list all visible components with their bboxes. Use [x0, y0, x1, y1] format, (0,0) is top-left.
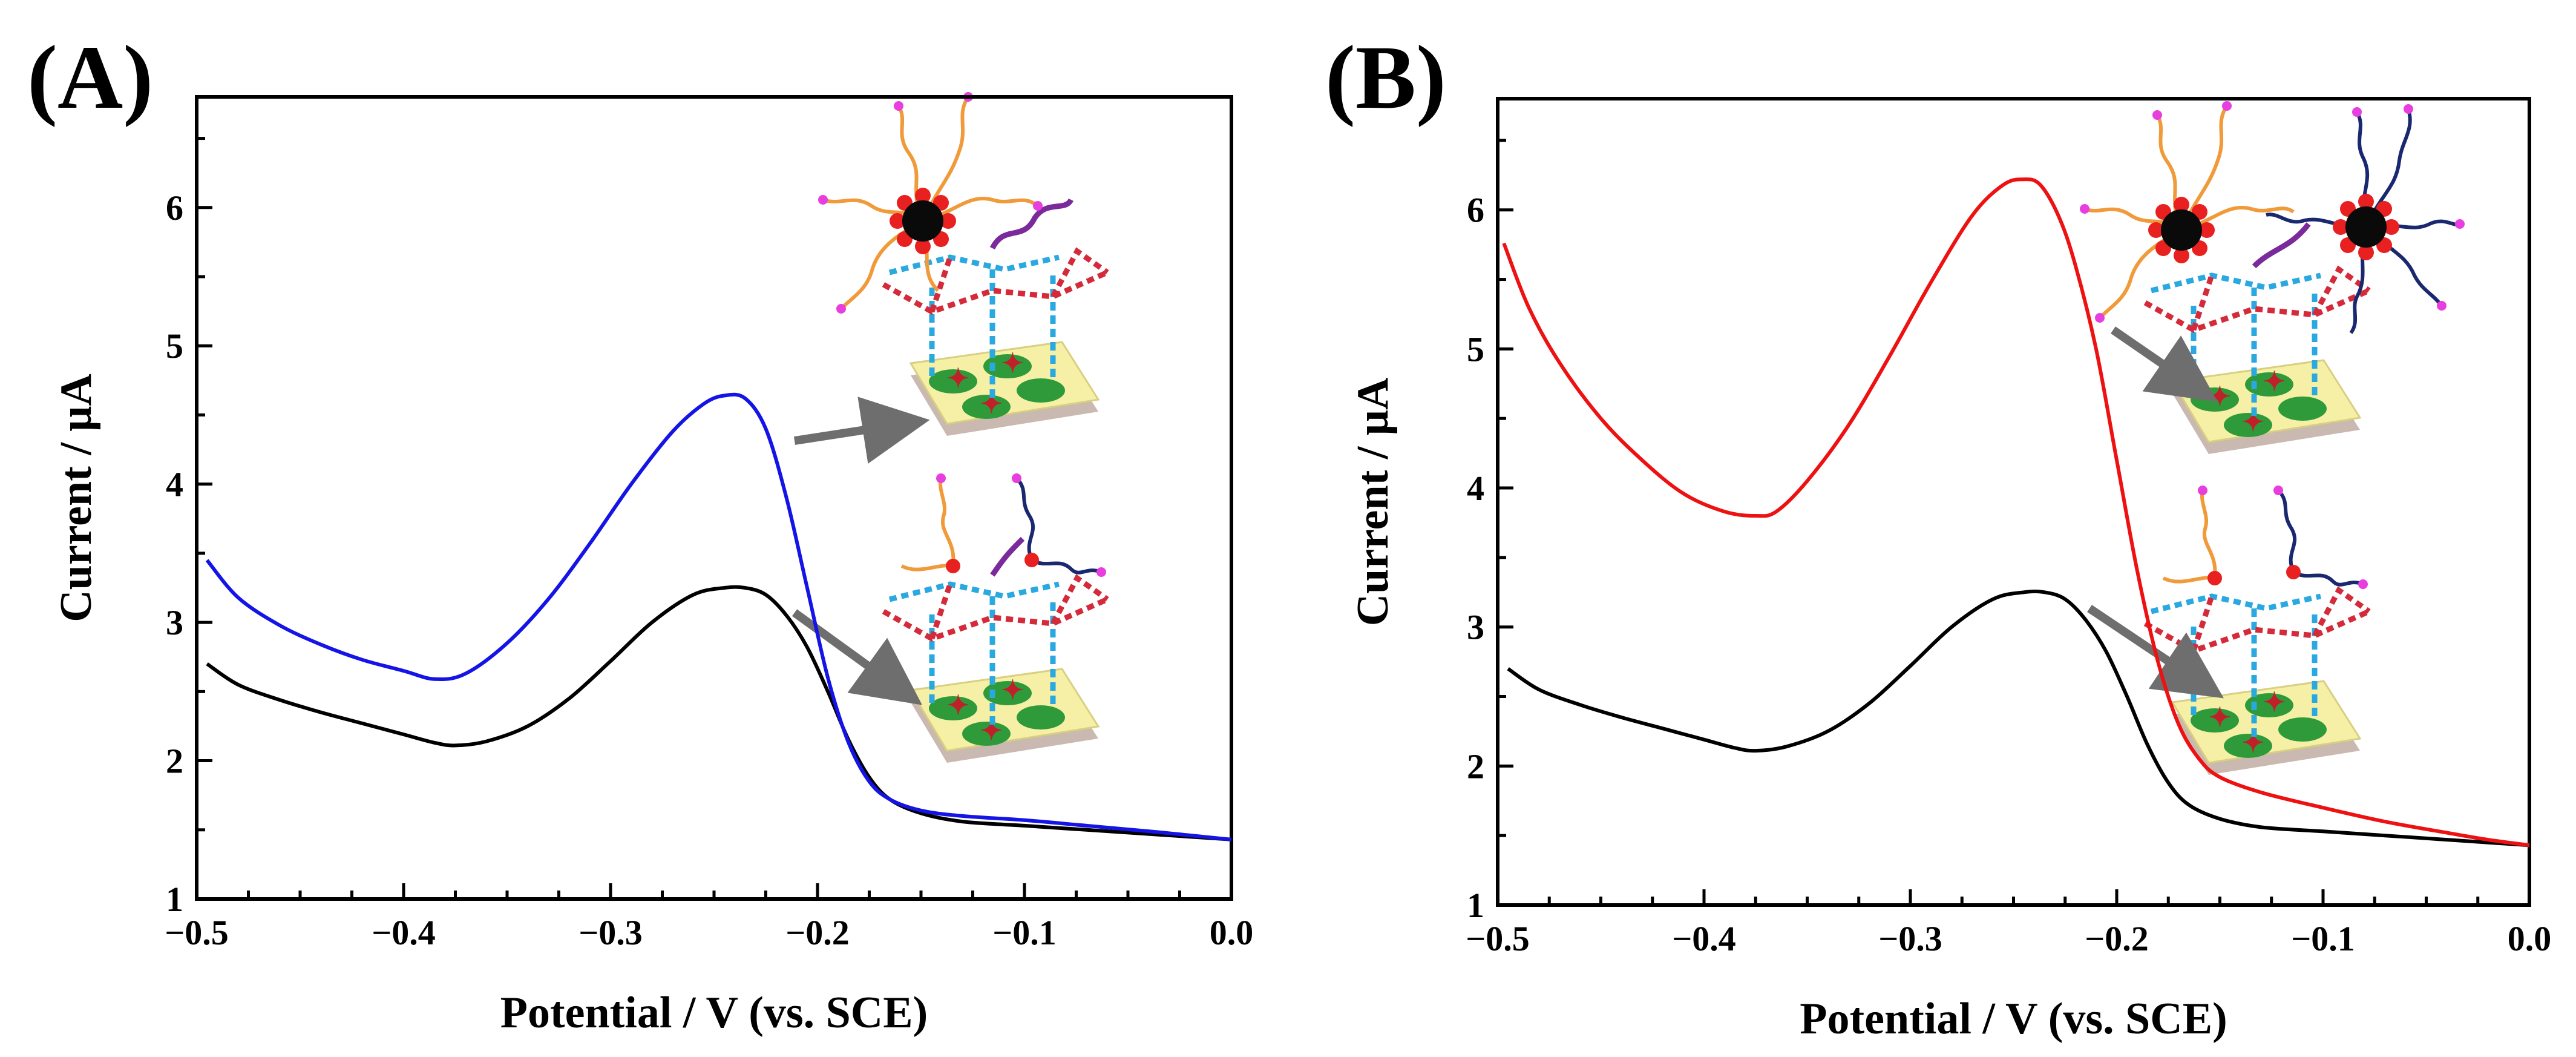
x-tick-label: −0.2	[2085, 919, 2149, 958]
chart-b: −0.5 −0.4 −0.3 −0.2 −0.1 0.0 1 2 3 4 5 6 Potential /…	[1348, 97, 2552, 1044]
x-axis-title: Potential / V (vs. SCE)	[500, 988, 928, 1038]
arrow-to-upper-curve	[2111, 326, 2218, 402]
series-line-red	[1502, 177, 2530, 848]
y-tick-label: 2	[166, 742, 183, 781]
y-tick-label: 2	[1467, 746, 1484, 786]
panel-a-lower-illustration: ✦ ✦ ✦	[882, 473, 1109, 763]
dna-tetrahedron	[882, 536, 1109, 729]
nanoparticle-probe-navy	[2266, 104, 2465, 334]
electrode-substrate: ✦ ✦ ✦	[909, 668, 1100, 763]
svg-text:✦: ✦	[2209, 703, 2231, 733]
x-axis-title: Potential / V (vs. SCE)	[1800, 994, 2227, 1044]
y-tick-label: 4	[1467, 469, 1484, 508]
panel-b-upper-illustration: ✦ ✦ ✦	[2080, 101, 2465, 454]
x-tick-label: −0.5	[1466, 919, 1530, 958]
svg-text:✦: ✦	[2263, 367, 2286, 397]
x-tick-label: −0.1	[2291, 919, 2355, 958]
x-tick-label: −0.1	[992, 913, 1057, 952]
electrode-substrate: ✦ ✦ ✦	[909, 341, 1100, 436]
dna-tetrahedron	[882, 198, 1109, 403]
x-tick-label: −0.5	[165, 913, 229, 952]
x-tick-label: −0.4	[372, 913, 436, 952]
svg-text:✦: ✦	[947, 691, 969, 720]
x-tick-label: −0.4	[1672, 919, 1736, 958]
svg-text:✦: ✦	[2209, 382, 2231, 412]
panel-b: (B) ✦ ✦ ✦	[1325, 27, 2551, 1044]
y-tick-label: 1	[1467, 886, 1484, 925]
y-tick-label: 3	[166, 603, 183, 642]
probe-strands	[900, 473, 1106, 577]
chart-a: −0.5 −0.4 −0.3 −0.2 −0.1 0.0 1 2 3 4 5 6 Potential /…	[51, 95, 1254, 1038]
y-tick-label: 5	[166, 326, 183, 366]
y-tick-label: 6	[1467, 191, 1484, 230]
panel-b-lower-illustration: ✦ ✦ ✦	[2143, 486, 2371, 775]
series-line-black	[1507, 589, 2530, 848]
panel-a: (A) ✦ ✦ ✦	[27, 27, 1253, 1038]
svg-text:✦: ✦	[1001, 676, 1024, 705]
plot-frame	[195, 95, 1233, 901]
panel-b-label: (B)	[1325, 27, 1446, 128]
electrode-substrate: ✦ ✦ ✦	[2171, 359, 2362, 454]
arrow-to-lower-curve	[2087, 605, 2224, 699]
y-axis-title: Current / μA	[1348, 378, 1398, 627]
panel-a-label: (A)	[27, 27, 153, 128]
x-tick-label: −0.3	[1878, 919, 1942, 958]
panel-a-upper-illustration: ✦ ✦ ✦	[818, 92, 1109, 436]
x-tick-label: 0.0	[1210, 913, 1254, 952]
y-tick-label: 4	[166, 465, 183, 504]
y-axis-title: Current / μA	[51, 374, 101, 622]
nanoparticle-probe	[818, 92, 1043, 314]
dna-tetrahedron	[2143, 222, 2371, 421]
svg-text:✦: ✦	[2263, 688, 2286, 717]
y-tick-label: 6	[166, 188, 183, 228]
series-line-black	[206, 585, 1232, 841]
x-tick-label: 0.0	[2508, 919, 2552, 958]
y-tick-label: 3	[1467, 608, 1484, 647]
series-line-blue	[205, 392, 1232, 841]
nanoparticle-probe-orange	[2080, 101, 2295, 323]
arrow-to-upper-curve	[793, 397, 930, 464]
arrow-to-lower-curve	[791, 609, 923, 705]
x-tick-label: −0.2	[785, 913, 850, 952]
svg-text:✦: ✦	[947, 364, 969, 393]
y-tick-label: 5	[1467, 329, 1484, 369]
svg-text:✦: ✦	[1001, 349, 1024, 378]
y-tick-label: 1	[166, 880, 183, 919]
x-tick-label: −0.3	[578, 913, 643, 952]
probe-strands	[2162, 486, 2368, 589]
